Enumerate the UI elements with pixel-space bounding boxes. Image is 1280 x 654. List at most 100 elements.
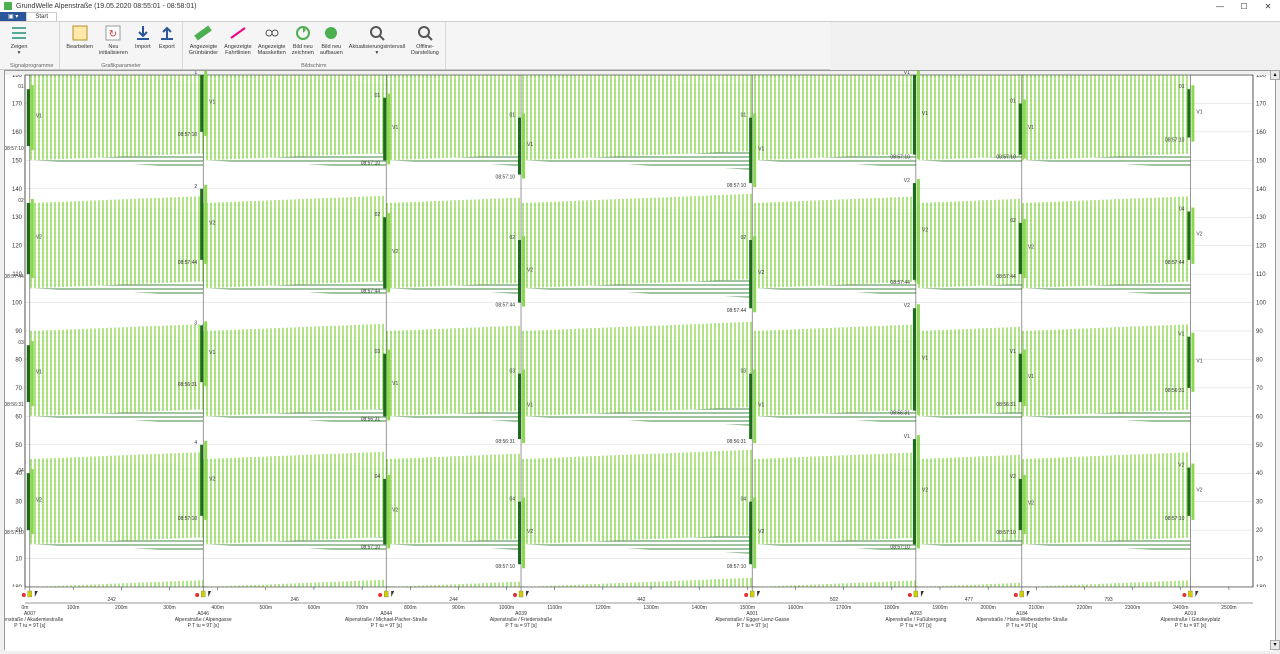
bild-neu-zeichnen-icon: [294, 24, 312, 42]
massketten-label: Angezeigte Massketten: [258, 44, 286, 56]
svg-text:1100m: 1100m: [547, 605, 562, 611]
bearbeiten-label: Bearbeiten: [66, 44, 93, 50]
svg-text:V2: V2: [209, 476, 215, 482]
svg-text:03: 03: [375, 349, 381, 355]
svg-text:1900m: 1900m: [932, 605, 947, 611]
ribbon-group-1: Bearbeiten ↻ Neu initialisieren Import Expor…: [60, 22, 182, 69]
svg-text:08:57:10: 08:57:10: [361, 160, 381, 166]
svg-text:08:57:10: 08:57:10: [890, 544, 910, 550]
neu-init-button[interactable]: ↻ Neu initialisieren: [99, 24, 128, 62]
offline-button[interactable]: Offline- Darstellung: [411, 24, 439, 62]
svg-text:80: 80: [1256, 357, 1263, 363]
svg-text:V1: V1: [1010, 349, 1016, 355]
export-button[interactable]: Export: [158, 24, 176, 62]
ribbon-group-2: Angezeigte GrünbänderAngezeigte Fahrtlin…: [183, 22, 446, 69]
svg-text:793: 793: [1104, 597, 1113, 603]
svg-text:60: 60: [1256, 414, 1263, 420]
fahrtlinien-icon: [229, 24, 247, 42]
svg-text:01: 01: [18, 84, 24, 90]
close-button[interactable]: ✕: [1256, 0, 1280, 12]
akt-intervall-button[interactable]: Aktualisierungsintervall ▾: [349, 24, 405, 62]
svg-text:130: 130: [1256, 215, 1267, 221]
svg-text:120: 120: [1256, 244, 1267, 250]
bearbeiten-icon: [71, 24, 89, 42]
svg-text:2: 2: [194, 184, 197, 190]
svg-text:V2: V2: [392, 249, 398, 255]
svg-text:502: 502: [830, 597, 839, 603]
svg-text:50: 50: [1256, 443, 1263, 449]
svg-text:140: 140: [12, 187, 23, 193]
import-button[interactable]: Import: [134, 24, 152, 62]
zeigen-button[interactable]: Zeigen ▾: [10, 24, 28, 62]
svg-text:02: 02: [1010, 218, 1016, 224]
fahrtlinien-button[interactable]: Angezeigte Fahrtlinien: [224, 24, 252, 62]
massketten-button[interactable]: Angezeigte Massketten: [258, 24, 286, 62]
bearbeiten-button[interactable]: Bearbeiten: [66, 24, 93, 62]
svg-text:V1: V1: [209, 99, 215, 105]
neu-init-icon: ↻: [104, 24, 122, 42]
svg-text:700m: 700m: [356, 605, 369, 611]
svg-text:V1: V1: [758, 146, 764, 152]
maximize-button[interactable]: ☐: [1232, 0, 1256, 12]
svg-text:1500m: 1500m: [740, 605, 755, 611]
svg-text:4: 4: [194, 440, 197, 446]
akt-intervall-label: Aktualisierungsintervall ▾: [349, 44, 405, 56]
svg-text:V2: V2: [36, 235, 42, 241]
svg-text:2300m: 2300m: [1125, 605, 1140, 611]
svg-text:08:57:10: 08:57:10: [890, 155, 910, 161]
bild-neu-zeichnen-button[interactable]: Bild neu zeichnen: [292, 24, 314, 62]
ribbon-group-label: Bildschirm: [189, 63, 439, 69]
gruenbaender-button[interactable]: Angezeigte Grünbänder: [189, 24, 218, 62]
svg-text:03: 03: [741, 369, 747, 375]
svg-text:↻: ↻: [109, 29, 117, 40]
scroll-down-button[interactable]: ▾: [1270, 640, 1280, 650]
svg-text:V2: V2: [1178, 463, 1184, 469]
svg-text:02: 02: [509, 235, 515, 241]
window-buttons: — ☐ ✕: [1208, 0, 1280, 12]
import-label: Import: [135, 44, 151, 50]
svg-text:08:57:10: 08:57:10: [727, 564, 747, 570]
svg-text:02: 02: [375, 212, 381, 218]
svg-text:V1: V1: [36, 114, 42, 120]
svg-text:500m: 500m: [260, 605, 273, 611]
svg-text:V1: V1: [527, 142, 533, 148]
scroll-up-button[interactable]: ▴: [1270, 70, 1280, 80]
bild-neu-aufbauen-label: Bild neu aufbauen: [320, 44, 343, 56]
svg-text:1300m: 1300m: [643, 605, 658, 611]
svg-text:01: 01: [741, 113, 747, 119]
svg-text:2400m: 2400m: [1173, 605, 1188, 611]
svg-text:03: 03: [18, 340, 24, 346]
svg-text:10: 10: [1256, 557, 1263, 563]
svg-text:P T tu = 9T [s]: P T tu = 9T [s]: [14, 623, 46, 629]
svg-text:2000m: 2000m: [980, 605, 995, 611]
minimize-button[interactable]: —: [1208, 0, 1232, 12]
svg-text:110: 110: [1256, 272, 1266, 278]
tab-start[interactable]: Start: [26, 12, 57, 21]
import-icon: [134, 24, 152, 42]
svg-text:V2: V2: [904, 303, 910, 309]
svg-text:V1: V1: [209, 350, 215, 356]
neu-init-label: Neu initialisieren: [99, 44, 128, 56]
svg-text:477: 477: [965, 597, 974, 603]
svg-text:70: 70: [15, 386, 22, 392]
svg-text:P T tu = 9T [s]: P T tu = 9T [s]: [1006, 623, 1038, 629]
file-tab[interactable]: ▣ ▾: [0, 11, 26, 21]
svg-text:200m: 200m: [115, 605, 128, 611]
svg-text:V2: V2: [209, 220, 215, 226]
svg-text:V1: V1: [392, 381, 398, 387]
svg-text:04: 04: [18, 468, 24, 474]
svg-text:20: 20: [1256, 528, 1263, 534]
svg-text:V2: V2: [36, 498, 42, 504]
massketten-icon: [263, 24, 281, 42]
ribbon-tabs: ▣ ▾ Start: [0, 12, 1280, 22]
svg-text:300m: 300m: [163, 605, 176, 611]
svg-text:08:57:10: 08:57:10: [996, 530, 1016, 536]
svg-text:1700m: 1700m: [836, 605, 851, 611]
svg-text:02: 02: [18, 198, 24, 204]
svg-text:V1: V1: [1196, 358, 1202, 364]
svg-text:50: 50: [15, 443, 22, 449]
svg-text:P T tu = 9T [s]: P T tu = 9T [s]: [900, 623, 932, 629]
svg-text:V1: V1: [1028, 374, 1034, 380]
bild-neu-aufbauen-button[interactable]: Bild neu aufbauen: [320, 24, 343, 62]
svg-text:08:57:10: 08:57:10: [496, 564, 516, 570]
